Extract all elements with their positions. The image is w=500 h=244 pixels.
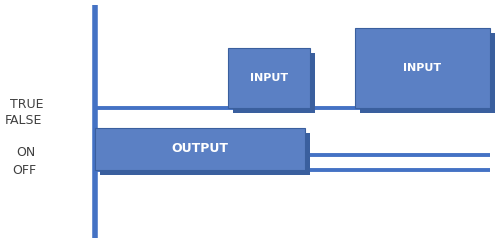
Text: ON: ON [16, 145, 35, 159]
Text: INPUT: INPUT [250, 73, 288, 83]
Bar [100, 133, 310, 175]
Text: INPUT: INPUT [404, 63, 442, 73]
Text: FALSE: FALSE [5, 114, 43, 128]
Bar [360, 33, 495, 113]
Text: OUTPUT: OUTPUT [172, 142, 228, 155]
Bar [95, 128, 305, 170]
Bar [355, 28, 490, 108]
Text: OFF: OFF [12, 163, 36, 176]
Bar [233, 53, 315, 113]
Text: TRUE: TRUE [10, 99, 43, 112]
Bar [228, 48, 310, 108]
